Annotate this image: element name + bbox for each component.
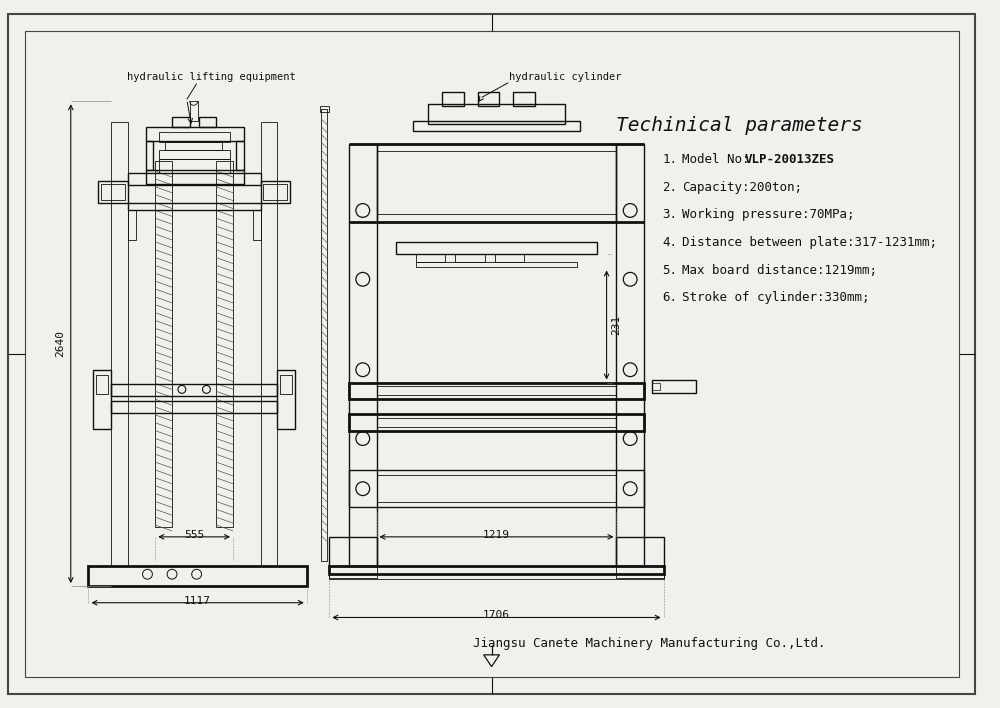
Bar [146, 170, 244, 184]
Bar [320, 106, 329, 112]
Bar [159, 159, 230, 173]
Text: 1219: 1219 [483, 530, 510, 539]
Text: 555: 555 [184, 530, 204, 539]
Text: Capacity:200ton;: Capacity:200ton; [682, 181, 802, 194]
Text: Techinical parameters: Techinical parameters [616, 116, 863, 135]
Text: 1706: 1706 [483, 610, 510, 620]
Bar [455, 253, 485, 261]
Text: Max board distance:1219mm;: Max board distance:1219mm; [682, 263, 877, 277]
Bar [280, 375, 292, 394]
Bar [277, 370, 295, 429]
Bar [159, 149, 230, 159]
Bar [377, 144, 616, 222]
Bar [261, 181, 290, 202]
Bar [253, 210, 261, 240]
Bar [616, 537, 664, 566]
Bar [199, 117, 216, 127]
Bar [101, 184, 125, 200]
Bar [349, 382, 644, 399]
Bar [513, 93, 535, 106]
Bar [111, 122, 128, 566]
Text: Jiangsu Canete Machinery Manufacturing Co.,Ltd.: Jiangsu Canete Machinery Manufacturing C… [473, 636, 825, 649]
Text: 1117: 1117 [184, 595, 211, 605]
Bar [159, 132, 230, 142]
Bar [98, 181, 128, 202]
Bar [96, 375, 108, 394]
Bar [165, 142, 222, 149]
Bar [349, 414, 644, 430]
Bar [263, 184, 287, 200]
Bar [413, 121, 580, 131]
Bar [155, 161, 172, 527]
Bar [128, 210, 136, 240]
Text: Distance between plate:317-1231mm;: Distance between plate:317-1231mm; [682, 236, 937, 249]
Text: 2640: 2640 [55, 330, 65, 357]
Bar [349, 144, 377, 566]
Text: 2.: 2. [663, 181, 678, 194]
Bar [442, 93, 464, 106]
Bar [111, 401, 277, 413]
Text: hydraulic cylinder: hydraulic cylinder [509, 72, 622, 81]
Text: 1.: 1. [663, 154, 678, 166]
Bar [111, 384, 277, 396]
Bar [616, 144, 644, 566]
Bar [652, 382, 660, 390]
Bar [416, 253, 445, 261]
Bar [329, 537, 377, 566]
Bar [349, 470, 644, 508]
Text: 6.: 6. [663, 291, 678, 304]
Text: Model No:: Model No: [682, 154, 757, 166]
Text: VLP-20013ZES: VLP-20013ZES [744, 154, 834, 166]
Bar [128, 202, 261, 210]
Text: 3.: 3. [663, 208, 678, 222]
Bar [329, 566, 664, 574]
Bar [146, 127, 244, 141]
Bar [478, 93, 499, 106]
Bar [146, 141, 153, 170]
Text: 231: 231 [612, 315, 622, 335]
Bar [616, 566, 664, 578]
Text: Working pressure:70MPa;: Working pressure:70MPa; [682, 208, 855, 222]
Text: 4.: 4. [663, 236, 678, 249]
Bar [329, 574, 664, 579]
Bar [329, 566, 377, 578]
Bar [128, 173, 261, 185]
Bar [93, 370, 111, 429]
Bar [396, 242, 597, 253]
Bar [216, 161, 233, 527]
Bar [416, 261, 577, 268]
Bar [88, 566, 307, 586]
Text: Stroke of cylinder:330mm;: Stroke of cylinder:330mm; [682, 291, 870, 304]
Bar [495, 253, 524, 261]
Bar [261, 122, 277, 566]
Bar [190, 101, 198, 121]
Bar [172, 117, 190, 127]
Bar [321, 109, 327, 561]
Text: hydraulic lifting equipment: hydraulic lifting equipment [127, 72, 296, 81]
Bar [236, 141, 244, 170]
Bar [652, 379, 696, 394]
Bar [428, 104, 565, 124]
Text: 5.: 5. [663, 263, 678, 277]
